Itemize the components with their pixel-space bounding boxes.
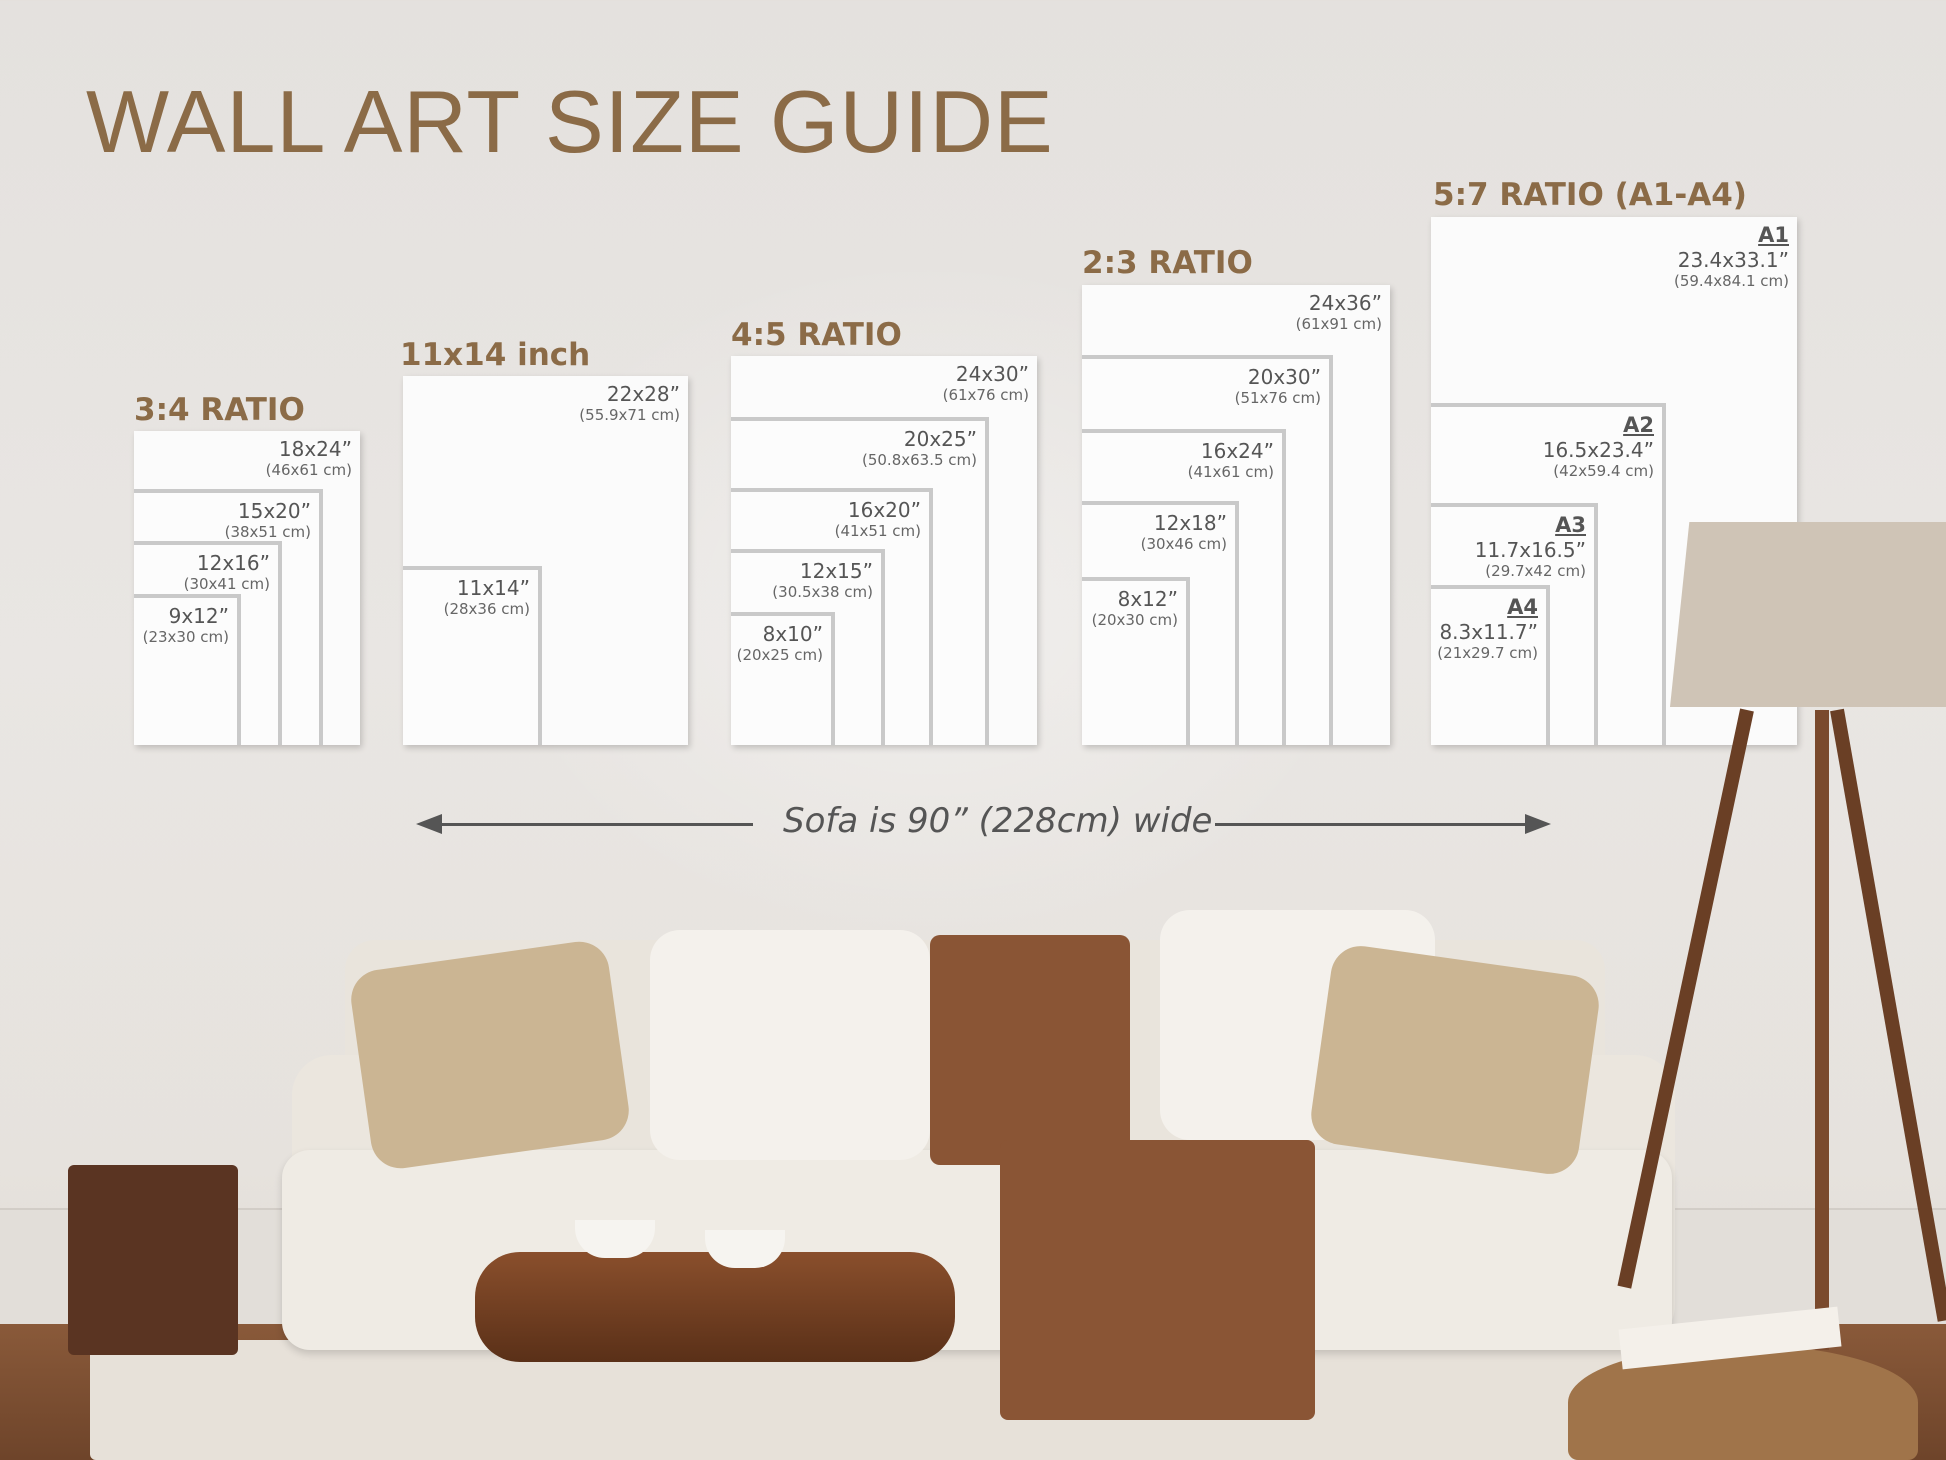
size-cm: (55.9x71 cm)	[579, 406, 680, 424]
size-cm: (41x51 cm)	[834, 522, 921, 540]
size-label: 22x28” (55.9x71 cm)	[579, 382, 680, 424]
size-cm: (28x36 cm)	[443, 600, 530, 618]
frame-size-panel: 24x30” (61x76 cm) 20x25” (50.8x63.5 cm) 16x2…	[731, 356, 1037, 745]
size-cm: (46x61 cm)	[265, 461, 352, 479]
paper-size-name: A2	[1623, 413, 1654, 437]
throw-blanket	[930, 935, 1130, 1165]
size-label: A4 8.3x11.7” (21x29.7 cm)	[1437, 595, 1538, 662]
paper-size-name: A4	[1507, 595, 1538, 619]
size-inches: 11.7x16.5”	[1474, 538, 1586, 563]
size-inches: 12x16”	[196, 551, 270, 575]
size-inches: 20x25”	[903, 427, 977, 451]
sofa-width-note: Sofa is 90” (228cm) wide	[783, 801, 1213, 841]
lamp-leg	[1815, 710, 1829, 1350]
size-label: 15x20” (38x51 cm)	[225, 499, 311, 541]
paper-size-name: A1	[1758, 223, 1789, 247]
size-inches: 16.5x23.4”	[1542, 438, 1654, 463]
cup	[705, 1230, 785, 1268]
size-cm: (30x41 cm)	[183, 575, 270, 593]
size-inches: 22x28”	[606, 382, 680, 406]
size-inches: 8x10”	[762, 622, 823, 646]
lamp-shade	[1670, 522, 1946, 707]
frame-size-outline: 8x12” (20x30 cm)	[1082, 577, 1190, 745]
size-label: 16x24” (41x61 cm)	[1188, 439, 1274, 481]
size-label: 18x24” (46x61 cm)	[266, 437, 352, 479]
wicker-pouf	[1568, 1345, 1918, 1460]
size-inches: 15x20”	[237, 499, 311, 523]
size-inches: 24x30”	[955, 362, 1029, 386]
frame-size-panel: 18x24” (46x61 cm) 15x20” (38x51 cm) 12x16” (3…	[134, 431, 360, 745]
size-cm: (50.8x63.5 cm)	[861, 451, 977, 469]
group-label: 2:3 RATIO	[1082, 245, 1253, 281]
size-inches: 12x15”	[799, 559, 873, 583]
arrow-left-icon	[416, 814, 442, 834]
size-cm: (59.4x84.1 cm)	[1673, 272, 1789, 291]
arrow-right-icon	[1525, 814, 1551, 834]
throw-blanket	[1000, 1140, 1315, 1420]
size-cm: (29.7x42 cm)	[1485, 562, 1586, 581]
size-label: 11x14” (28x36 cm)	[444, 576, 530, 618]
size-cm: (30x46 cm)	[1140, 535, 1227, 553]
size-inches: 16x20”	[847, 498, 921, 522]
arrow-right-line	[1215, 823, 1535, 826]
cup	[575, 1220, 655, 1258]
coffee-table	[475, 1252, 955, 1362]
size-inches: 23.4x33.1”	[1677, 248, 1789, 273]
frame-size-outline: 8x10” (20x25 cm)	[731, 612, 835, 745]
paper-size-name: A3	[1555, 513, 1586, 537]
size-cm: (51x76 cm)	[1234, 389, 1321, 407]
size-label: 12x15” (30.5x38 cm)	[772, 559, 873, 601]
page-title: WALL ART SIZE GUIDE	[86, 72, 1054, 171]
frame-size-outline: 11x14” (28x36 cm)	[403, 566, 542, 745]
size-cm: (61x76 cm)	[942, 386, 1029, 404]
size-cm: (61x91 cm)	[1295, 315, 1382, 333]
size-label: 9x12” (23x30 cm)	[143, 604, 229, 646]
size-cm: (30.5x38 cm)	[772, 583, 873, 601]
frame-size-outline: 9x12” (23x30 cm)	[134, 594, 241, 745]
size-cm: (20x30 cm)	[1091, 611, 1178, 629]
size-cm: (42x59.4 cm)	[1553, 462, 1654, 481]
pillow	[650, 930, 930, 1160]
size-cm: (20x25 cm)	[736, 646, 823, 664]
size-label: 12x18” (30x46 cm)	[1141, 511, 1227, 553]
lamp-leg	[1617, 708, 1754, 1289]
size-label: A2 16.5x23.4” (42x59.4 cm)	[1543, 413, 1654, 480]
arrow-left-line	[430, 823, 753, 826]
size-cm: (41x61 cm)	[1187, 463, 1274, 481]
frame-size-panel: 22x28” (55.9x71 cm) 11x14” (28x36 cm)	[403, 376, 688, 745]
size-label: 24x30” (61x76 cm)	[943, 362, 1029, 404]
size-inches: 11x14”	[456, 576, 530, 600]
group-label: 5:7 RATIO (A1-A4)	[1433, 177, 1747, 213]
magazine-rack	[68, 1165, 238, 1355]
group-label: 4:5 RATIO	[731, 317, 902, 353]
pillow	[1307, 942, 1603, 1178]
size-label: 20x30” (51x76 cm)	[1235, 365, 1321, 407]
size-label: A3 11.7x16.5” (29.7x42 cm)	[1475, 513, 1586, 580]
size-inches: 9x12”	[168, 604, 229, 628]
size-inches: 18x24”	[278, 437, 352, 461]
size-label: 8x12” (20x30 cm)	[1092, 587, 1178, 629]
group-label: 3:4 RATIO	[134, 392, 305, 428]
size-label: 20x25” (50.8x63.5 cm)	[862, 427, 977, 469]
size-cm: (21x29.7 cm)	[1437, 644, 1538, 663]
size-inches: 8x12”	[1117, 587, 1178, 611]
frame-size-outline: A4 8.3x11.7” (21x29.7 cm)	[1431, 585, 1550, 745]
size-inches: 8.3x11.7”	[1439, 620, 1538, 645]
size-label: 12x16” (30x41 cm)	[184, 551, 270, 593]
size-label: A1 23.4x33.1” (59.4x84.1 cm)	[1674, 223, 1789, 290]
size-label: 24x36” (61x91 cm)	[1296, 291, 1382, 333]
size-inches: 24x36”	[1308, 291, 1382, 315]
frame-size-panel: 24x36” (61x91 cm) 20x30” (51x76 cm) 16x24” (4…	[1082, 285, 1390, 745]
size-cm: (23x30 cm)	[142, 628, 229, 646]
size-cm: (38x51 cm)	[224, 523, 311, 541]
size-inches: 16x24”	[1200, 439, 1274, 463]
group-label: 11x14 inch	[400, 337, 591, 373]
size-inches: 12x18”	[1153, 511, 1227, 535]
pillow	[347, 937, 633, 1173]
size-label: 16x20” (41x51 cm)	[835, 498, 921, 540]
size-inches: 20x30”	[1247, 365, 1321, 389]
size-label: 8x10” (20x25 cm)	[737, 622, 823, 664]
